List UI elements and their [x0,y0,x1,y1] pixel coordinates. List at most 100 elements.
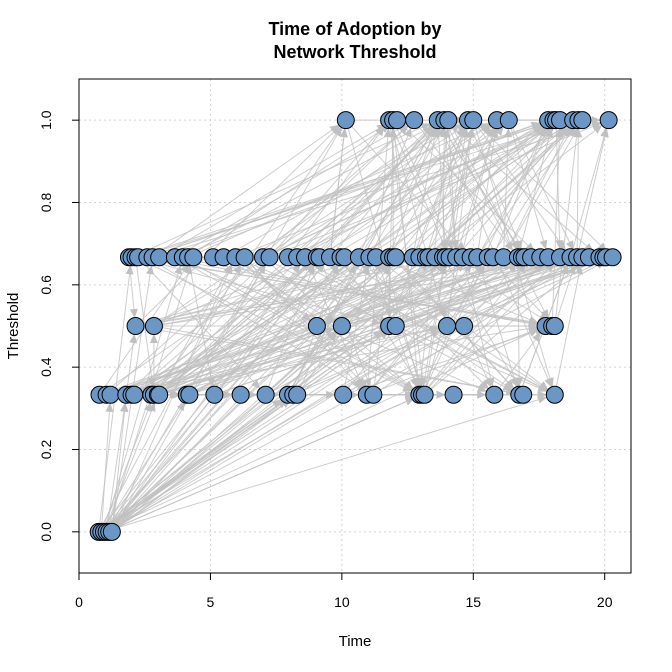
edge-arrowhead [512,240,521,251]
edge-arrowhead [480,124,491,133]
edge-arrowhead [557,241,566,251]
network-edge [476,120,498,258]
network-edge [153,256,436,396]
network-edge [223,256,343,327]
edge-arrowhead [456,127,465,137]
network-edge [106,394,423,533]
network-edge [446,119,579,327]
edge-arrowhead [494,126,504,136]
adoption-point [415,385,434,404]
y-tick-label: 1.0 [38,110,54,130]
edge-arrowhead [482,125,492,136]
edge-arrowhead [479,379,489,390]
adoption-point [150,248,169,267]
adoption-point [102,522,121,541]
adoption-point [545,385,564,404]
network-edge [135,119,557,258]
network-edge [508,120,549,258]
edge-arrowhead [412,378,421,388]
adoption-point [444,385,463,404]
adoption-point [438,317,456,335]
edge-arrowhead [477,384,487,392]
edge-arrowhead [555,240,564,250]
x-tick-label: 20 [597,594,613,610]
network-edge [103,394,555,533]
network-edge [153,119,498,327]
network-edge [551,120,561,327]
edge-arrowhead [537,383,548,392]
network-edge [413,119,519,258]
edge-arrowhead [528,319,538,327]
network-edge [100,394,190,533]
x-tick-label: 0 [75,594,83,610]
edge-arrowhead [325,313,335,322]
network-edge [388,119,451,258]
network-edge [296,119,557,258]
edge-arrowhead [418,377,427,387]
edge-arrowhead [504,379,514,389]
edge-arrowhead [539,239,548,250]
network-edge [517,120,554,258]
network-edge [412,120,439,258]
network-edge [189,256,519,396]
adoption-point [386,317,405,335]
edge-arrowhead [251,379,261,389]
network-edge [476,119,557,258]
network-edge [135,256,390,327]
edge-arrowhead [207,377,216,387]
adoption-point [332,317,351,335]
network-edge [159,256,546,327]
adoption-point [231,385,250,404]
edge-arrowhead [591,116,601,125]
network-edge [329,119,561,258]
adoption-point [126,317,145,335]
network-edge [262,119,474,258]
network-edge [235,119,574,258]
network-edge [554,120,579,327]
edge-arrowhead [565,240,574,251]
x-axis-label: Time [339,633,372,650]
network-edge [153,256,604,327]
y-tick-label: 0.6 [38,275,54,295]
edge-arrowhead [440,128,449,138]
edge-arrowhead [528,324,538,333]
edge-arrowhead [565,126,575,137]
y-tick-label: 0.0 [38,522,54,542]
adoption-point [514,385,533,404]
network-edge [269,119,609,258]
edge-arrowhead [329,124,340,134]
network-edge [447,120,457,258]
network-edge [449,120,474,258]
network-edge [135,325,524,396]
edge-arrowhead [537,390,547,399]
adoption-point [205,385,224,404]
edge-arrowhead [511,378,520,388]
edge-arrowhead [149,334,158,343]
adoption-point [386,248,405,267]
adoption-point [101,385,120,404]
network-edge [319,119,439,258]
network-edge [131,256,370,396]
edge-arrowhead [307,264,315,275]
edge-arrowhead [546,377,554,388]
edge-arrowhead [147,402,156,413]
network-edge [437,120,447,258]
adoption-point [334,385,353,404]
edge-arrowhead [352,379,362,389]
y-axis-label: Threshold [5,293,22,360]
adoption-point [288,385,307,404]
edge-arrowhead [383,128,392,138]
network-edge [108,119,474,533]
adoption-point [364,385,383,404]
edge-arrowhead [105,402,114,412]
network-edge [99,325,546,396]
adoption-point [439,111,458,130]
edge-arrowhead [466,128,475,138]
network-edge [269,119,390,258]
edge-arrowhead [486,377,495,387]
x-tick-label: 15 [465,594,481,610]
edge-arrowhead [326,331,336,341]
network-edge [244,256,368,396]
network-edge [187,119,398,258]
y-axis: 0.0 0.2 0.4 0.6 0.8 1.0 [38,110,79,542]
